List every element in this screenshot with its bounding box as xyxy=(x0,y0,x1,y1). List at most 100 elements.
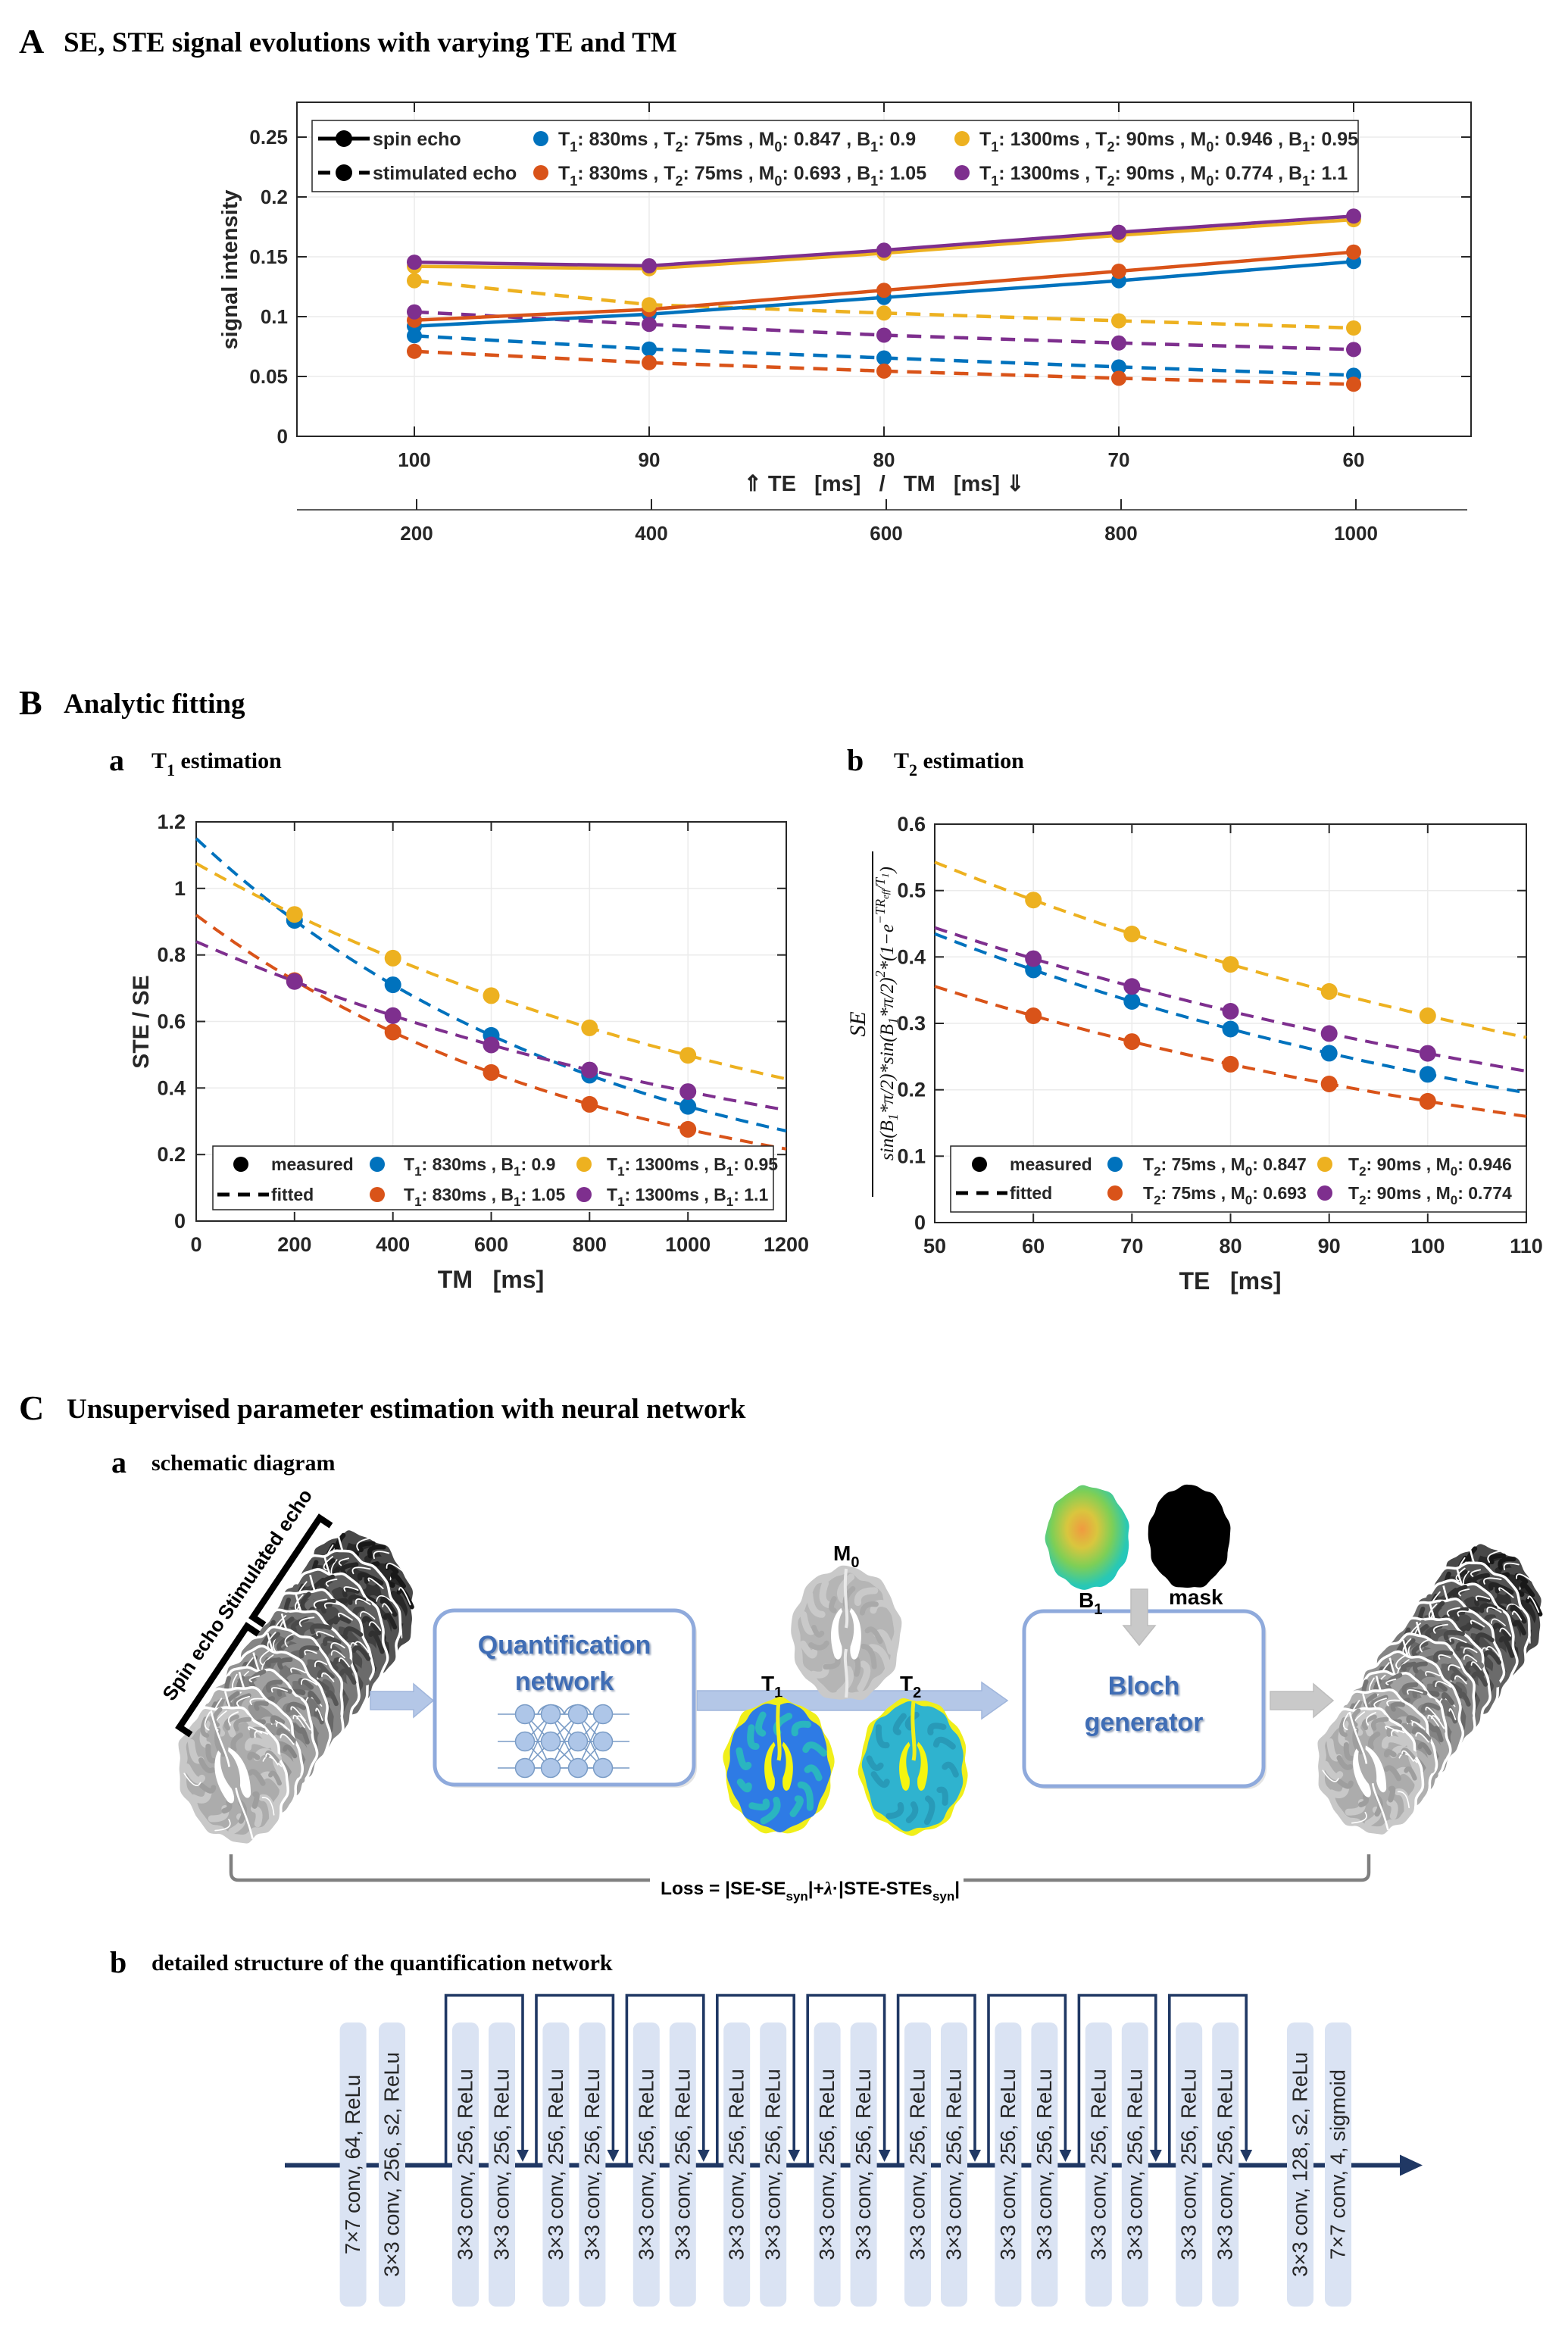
svg-text:7×7 conv, 64, ReLu: 7×7 conv, 64, ReLu xyxy=(341,2075,364,2254)
svg-text:0.2: 0.2 xyxy=(261,186,288,208)
svg-text:B: B xyxy=(19,683,42,722)
svg-text:3×3 conv, 256, ReLu: 3×3 conv, 256, ReLu xyxy=(1032,2069,1056,2260)
svg-text:600: 600 xyxy=(474,1233,508,1256)
svg-text:7×7 conv, 4, sigmoid: 7×7 conv, 4, sigmoid xyxy=(1326,2069,1350,2260)
svg-text:60: 60 xyxy=(1343,448,1365,471)
svg-text:M0​: M0​ xyxy=(833,1541,859,1571)
svg-text:T1​: 1300ms , T2​: 90ms , M0​:: T1​: 1300ms , T2​: 90ms , M0​: 0.774 , B… xyxy=(979,163,1348,189)
svg-text:T1​: 1300ms , B1​: 0.95: T1​: 1300ms , B1​: 0.95 xyxy=(607,1154,778,1179)
svg-text:3×3 conv, 256, ReLu: 3×3 conv, 256, ReLu xyxy=(634,2069,657,2260)
svg-text:TM [ms]: TM [ms] xyxy=(438,1266,544,1293)
svg-text:80: 80 xyxy=(1219,1235,1242,1257)
svg-text:0.6: 0.6 xyxy=(897,813,926,836)
svg-text:detailed structure of the quan: detailed structure of the quantification… xyxy=(151,1951,613,1976)
svg-text:0: 0 xyxy=(914,1211,926,1234)
svg-text:T1​ estimation: T1​ estimation xyxy=(151,748,282,779)
svg-text:T1​: T1​ xyxy=(761,1672,782,1701)
svg-text:SE, STE signal evolutions with: SE, STE signal evolutions with varying T… xyxy=(64,27,677,58)
svg-text:T1​: 1300ms , B1​: 1.1: T1​: 1300ms , B1​: 1.1 xyxy=(607,1185,768,1209)
svg-text:0.5: 0.5 xyxy=(897,879,926,902)
svg-text:800: 800 xyxy=(573,1233,607,1256)
svg-text:60: 60 xyxy=(1022,1235,1045,1257)
svg-text:3×3 conv, 256, ReLu: 3×3 conv, 256, ReLu xyxy=(544,2069,567,2260)
svg-text:400: 400 xyxy=(635,522,667,545)
svg-text:0.3: 0.3 xyxy=(897,1012,926,1035)
svg-text:80: 80 xyxy=(873,448,895,471)
svg-text:3×3 conv, 256, ReLu: 3×3 conv, 256, ReLu xyxy=(761,2069,785,2260)
svg-text:110: 110 xyxy=(1510,1235,1543,1257)
svg-text:stimulated echo: stimulated echo xyxy=(373,163,517,184)
svg-text:fitted: fitted xyxy=(271,1185,314,1204)
svg-text:1000: 1000 xyxy=(665,1233,711,1256)
svg-text:1000: 1000 xyxy=(1334,522,1378,545)
svg-text:3×3 conv, 256, ReLu: 3×3 conv, 256, ReLu xyxy=(490,2069,514,2260)
svg-text:3×3 conv, 256, ReLu: 3×3 conv, 256, ReLu xyxy=(1086,2069,1110,2260)
svg-text:signal intensity: signal intensity xyxy=(218,189,242,349)
svg-text:3×3 conv, 256, ReLu: 3×3 conv, 256, ReLu xyxy=(815,2069,839,2260)
svg-text:1200: 1200 xyxy=(764,1233,809,1256)
svg-text:3×3 conv, 256, ReLu: 3×3 conv, 256, ReLu xyxy=(996,2069,1020,2260)
svg-text:800: 800 xyxy=(1104,522,1137,545)
svg-text:3×3 conv, 128, s2, ReLu: 3×3 conv, 128, s2, ReLu xyxy=(1288,2052,1312,2277)
svg-text:T1​: 830ms , B1​: 1.05: T1​: 830ms , B1​: 1.05 xyxy=(404,1185,565,1209)
svg-text:3×3 conv, 256, ReLu: 3×3 conv, 256, ReLu xyxy=(942,2069,966,2260)
svg-text:0.8: 0.8 xyxy=(157,944,186,967)
svg-text:0.1: 0.1 xyxy=(261,305,288,328)
svg-text:T2​: 90ms , M0​: 0.774: T2​: 90ms , M0​: 0.774 xyxy=(1348,1183,1512,1207)
svg-text:Quantification: Quantification xyxy=(478,1631,651,1660)
svg-text:0.15: 0.15 xyxy=(249,245,288,268)
svg-text:3×3 conv, 256, ReLu: 3×3 conv, 256, ReLu xyxy=(1123,2069,1146,2260)
svg-text:90: 90 xyxy=(1318,1235,1341,1257)
svg-text:mask: mask xyxy=(1169,1585,1223,1609)
svg-text:200: 200 xyxy=(277,1233,311,1256)
svg-text:Bloch: Bloch xyxy=(1108,1672,1179,1701)
svg-text:fitted: fitted xyxy=(1010,1183,1052,1203)
svg-text:SE: SE xyxy=(845,1011,870,1036)
svg-text:1.2: 1.2 xyxy=(157,811,186,833)
svg-text:600: 600 xyxy=(870,522,902,545)
svg-text:50: 50 xyxy=(923,1235,946,1257)
svg-text:70: 70 xyxy=(1108,448,1130,471)
svg-text:T2​ estimation: T2​ estimation xyxy=(894,748,1024,779)
svg-text:network: network xyxy=(515,1667,614,1696)
svg-text:T2​: 90ms , M0​: 0.946: T2​: 90ms , M0​: 0.946 xyxy=(1348,1154,1512,1179)
svg-text:TE [ms]: TE [ms] xyxy=(1179,1267,1281,1295)
svg-text:b: b xyxy=(847,743,864,777)
svg-text:0.2: 0.2 xyxy=(897,1079,926,1101)
svg-text:3×3 conv, 256, s2, ReLu: 3×3 conv, 256, s2, ReLu xyxy=(380,2052,404,2277)
svg-text:b: b xyxy=(110,1945,127,1979)
svg-text:3×3 conv, 256, ReLu: 3×3 conv, 256, ReLu xyxy=(1213,2069,1237,2260)
svg-text:3×3 conv, 256, ReLu: 3×3 conv, 256, ReLu xyxy=(670,2069,694,2260)
svg-text:0.25: 0.25 xyxy=(249,126,288,148)
svg-text:3×3 conv, 256, ReLu: 3×3 conv, 256, ReLu xyxy=(1177,2069,1201,2260)
svg-text:A: A xyxy=(19,22,44,61)
svg-text:T1​: 830ms , T2​: 75ms , M0​:: T1​: 830ms , T2​: 75ms , M0​: 0.847 , B1… xyxy=(558,129,916,155)
svg-text:100: 100 xyxy=(398,448,430,471)
svg-text:0.2: 0.2 xyxy=(157,1143,186,1166)
svg-text:0.05: 0.05 xyxy=(249,365,288,388)
svg-text:0: 0 xyxy=(277,425,288,448)
svg-text:T1​: 830ms , B1​: 0.9: T1​: 830ms , B1​: 0.9 xyxy=(404,1154,555,1179)
svg-text:0.4: 0.4 xyxy=(897,945,926,968)
svg-text:schematic diagram: schematic diagram xyxy=(151,1451,335,1476)
svg-text:T2​: 75ms , M0​: 0.693: T2​: 75ms , M0​: 0.693 xyxy=(1143,1183,1307,1207)
svg-text:3×3 conv, 256, ReLu: 3×3 conv, 256, ReLu xyxy=(725,2069,748,2260)
svg-text:70: 70 xyxy=(1120,1235,1143,1257)
svg-text:T1​: 1300ms , T2​: 90ms , M0​:: T1​: 1300ms , T2​: 90ms , M0​: 0.946 , B… xyxy=(979,129,1358,155)
svg-text:0.4: 0.4 xyxy=(157,1076,186,1099)
svg-text:3×3 conv, 256, ReLu: 3×3 conv, 256, ReLu xyxy=(906,2069,929,2260)
svg-text:T2​: 75ms , M0​: 0.847: T2​: 75ms , M0​: 0.847 xyxy=(1143,1154,1307,1179)
svg-text:3×3 conv, 256, ReLu: 3×3 conv, 256, ReLu xyxy=(851,2069,875,2260)
svg-text:Analytic fitting: Analytic fitting xyxy=(64,689,245,720)
svg-text:400: 400 xyxy=(376,1233,410,1256)
svg-text:0: 0 xyxy=(190,1233,201,1256)
svg-text:200: 200 xyxy=(400,522,433,545)
svg-text:spin echo: spin echo xyxy=(373,129,461,150)
svg-text:C: C xyxy=(19,1388,44,1427)
svg-text:generator: generator xyxy=(1085,1708,1204,1737)
svg-text:Unsupervised parameter estimat: Unsupervised parameter estimation with n… xyxy=(67,1394,746,1425)
svg-text:B1​: B1​ xyxy=(1079,1588,1102,1618)
svg-text:T2​: T2​ xyxy=(900,1672,921,1701)
svg-text:a: a xyxy=(109,743,124,777)
svg-text:3×3 conv, 256, ReLu: 3×3 conv, 256, ReLu xyxy=(454,2069,477,2260)
